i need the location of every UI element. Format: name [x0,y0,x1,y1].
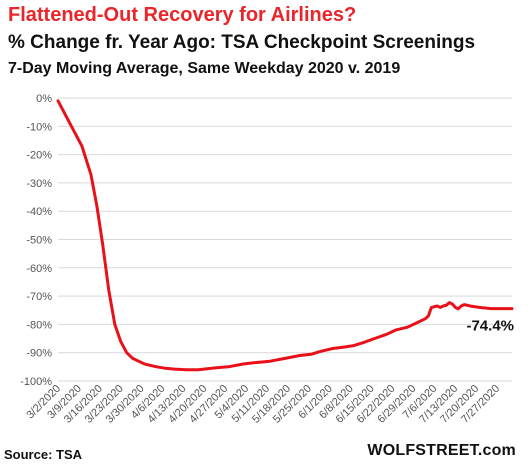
annotation-layer: -74.4% [466,318,514,335]
y-tick-label: -80% [26,319,52,331]
series-layer [56,99,514,372]
y-tick-label: -50% [26,235,52,247]
series-line [56,99,514,372]
y-tick-label: 0% [36,93,52,105]
y-tick-label: -60% [26,263,52,275]
source-note: Source: TSA [4,447,83,462]
y-tick-label: -30% [26,178,52,190]
brand-logo-text: WOLFSTREET.com [367,442,516,459]
y-tick-label: -70% [26,291,52,303]
chart-title: Flattened-Out Recovery for Airlines? [8,4,357,26]
grid-layer [58,97,512,382]
y-axis-ticks: 0% -10% -20% -30% -40% -50% -60% -70% -80% -90% -1… [20,93,52,388]
y-tick-label: -90% [26,348,52,360]
y-tick-label: -40% [26,206,52,218]
y-tick-label: -20% [26,150,52,162]
chart-subtitle: % Change fr. Year Ago: TSA Checkpoint Sc… [8,32,476,53]
y-tick-label: -100% [20,376,52,388]
x-axis-ticks: 3/2/20203/9/20203/16/20203/23/20203/30/2… [24,383,502,426]
y-tick-label: -10% [26,121,52,133]
end-value-annotation: -74.4% [466,318,514,335]
chart-subtitle-secondary: 7-Day Moving Average, Same Weekday 2020 … [8,60,401,77]
